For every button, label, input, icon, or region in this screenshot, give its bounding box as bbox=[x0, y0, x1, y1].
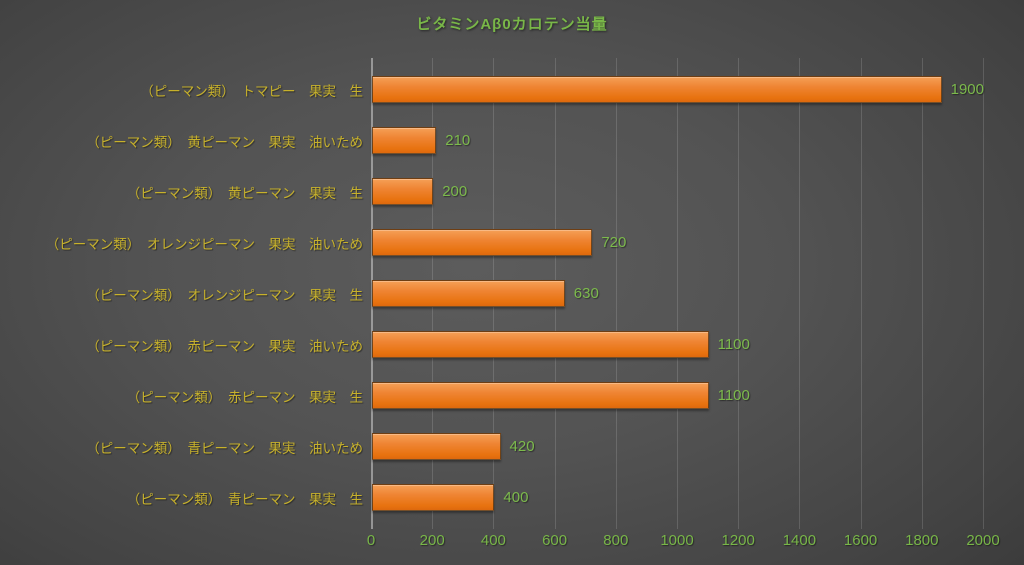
x-axis-tick-labels: 0 200 400 600 800 1000 1200 1400 1600 1800 2000 bbox=[367, 532, 1000, 552]
bar-row: 210 bbox=[372, 115, 984, 166]
bar bbox=[372, 331, 709, 358]
bar bbox=[372, 229, 593, 256]
gridline bbox=[983, 58, 984, 529]
bar-row: 420 bbox=[372, 421, 984, 472]
x-axis-tick-label: 200 bbox=[419, 532, 445, 549]
gridline bbox=[738, 58, 740, 529]
value-label: 420 bbox=[509, 438, 535, 455]
value-label: 1900 bbox=[950, 81, 984, 98]
bar bbox=[372, 382, 709, 409]
y-axis-category-labels: （ピーマン類） トマピー 果実 生 （ピーマン類） 黄ピーマン 果実 油いため （ピ… bbox=[4, 64, 363, 523]
value-label: 1100 bbox=[717, 387, 750, 404]
value-label: 720 bbox=[601, 234, 627, 251]
bar bbox=[372, 280, 565, 307]
bar bbox=[372, 76, 942, 103]
x-axis-tick-label: 800 bbox=[603, 532, 629, 549]
bar bbox=[372, 178, 434, 205]
category-label: （ピーマン類） トマピー 果実 生 bbox=[140, 83, 363, 99]
x-axis-tick-label: 1600 bbox=[843, 532, 878, 549]
bar bbox=[372, 433, 501, 460]
category-label: （ピーマン類） 赤ピーマン 果実 生 bbox=[126, 389, 363, 405]
gridline bbox=[860, 58, 862, 529]
category-label: （ピーマン類） 黄ピーマン 果実 油いため bbox=[86, 134, 363, 150]
value-label: 400 bbox=[503, 489, 529, 506]
category-label: （ピーマン類） 黄ピーマン 果実 生 bbox=[126, 185, 363, 201]
chart-title: ビタミンAβ0カロテン当量 bbox=[416, 16, 608, 33]
x-axis-tick-label: 1000 bbox=[660, 532, 694, 549]
bar-row: 1100 bbox=[372, 370, 984, 421]
gridline bbox=[921, 58, 923, 529]
x-axis-tick-label: 600 bbox=[542, 532, 568, 549]
x-axis-tick-label: 400 bbox=[480, 532, 506, 549]
gridline bbox=[677, 58, 678, 529]
bar-row: 630 bbox=[372, 268, 984, 319]
gridline bbox=[615, 58, 617, 529]
bar bbox=[372, 127, 437, 154]
bar bbox=[372, 484, 495, 511]
bar-row: 1100 bbox=[372, 319, 984, 370]
x-axis-tick-label: 1200 bbox=[721, 532, 755, 549]
category-label: （ピーマン類） 赤ピーマン 果実 油いため bbox=[86, 338, 363, 354]
x-axis-tick-label: 1400 bbox=[782, 532, 817, 549]
bar-row: 400 bbox=[372, 472, 984, 523]
category-label: （ピーマン類） 青ピーマン 果実 生 bbox=[126, 491, 363, 507]
value-label: 210 bbox=[445, 132, 471, 149]
x-axis-tick-label: 1800 bbox=[905, 532, 939, 549]
category-label: （ピーマン類） 青ピーマン 果実 油いため bbox=[86, 440, 363, 456]
gridline bbox=[799, 58, 801, 529]
value-label: 630 bbox=[573, 285, 599, 302]
value-label: 1100 bbox=[717, 336, 750, 353]
bar-row: 720 bbox=[372, 217, 984, 268]
bar-row: 1900 bbox=[372, 64, 984, 115]
category-label: （ピーマン類） オレンジピーマン 果実 油いため bbox=[45, 236, 363, 252]
category-label: （ピーマン類） オレンジピーマン 果実 生 bbox=[86, 287, 363, 303]
x-axis-tick-label: 0 bbox=[366, 532, 376, 549]
bar-row: 200 bbox=[372, 166, 984, 217]
value-label: 200 bbox=[442, 183, 468, 200]
x-axis-tick-label: 2000 bbox=[966, 532, 1000, 549]
plot-area: 1900 210 200 720 630 1100 1100 420 400 bbox=[372, 64, 984, 523]
